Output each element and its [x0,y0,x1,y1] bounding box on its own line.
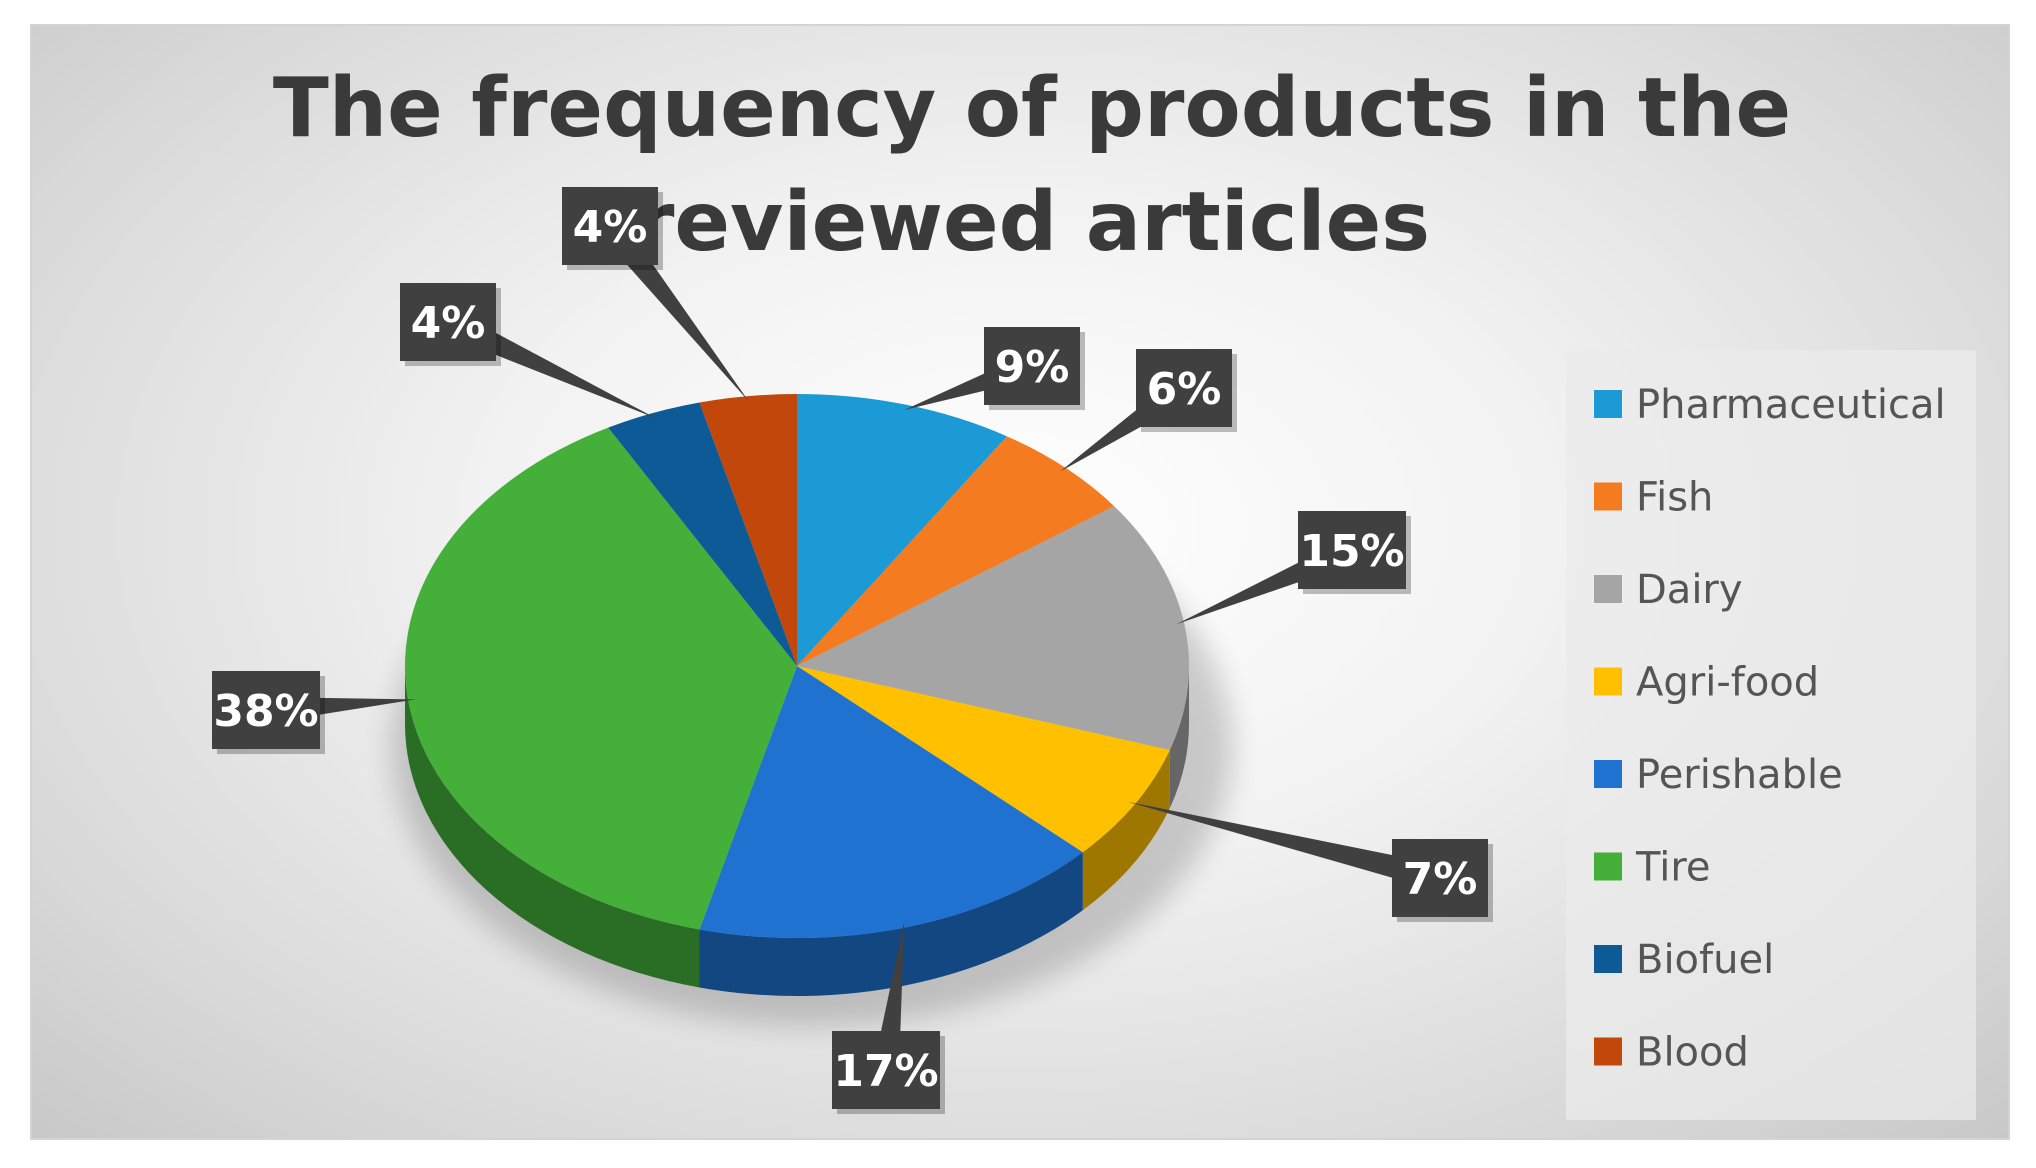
pie-sides [405,666,1189,996]
legend-swatch [1594,667,1622,696]
legend-item-agri-food: Agri-food [1594,660,1819,706]
legend-label: Fish [1636,475,1713,521]
data-label-biofuel: 4% [400,283,656,419]
data-label-box [562,187,658,265]
legend-label: Perishable [1636,752,1843,798]
legend-swatch [1594,390,1622,418]
legend-item-dairy: Dairy [1594,567,1743,613]
slice-perishable [699,666,1083,938]
data-label-perishable: 17% [832,921,945,1114]
legend-item-biofuel: Biofuel [1594,937,1774,983]
legend-label: Dairy [1636,567,1743,613]
pie-chart: The frequency of products in the reviewe… [212,61,1976,1120]
slice-biofuel [608,402,797,666]
legend-item-fish: Fish [1594,475,1713,521]
slice-pharmaceutical [797,394,1008,666]
data-label-box [1392,839,1488,917]
data-label-text: 38% [213,686,318,737]
leader-line [1127,801,1444,891]
slice-fish [797,436,1115,666]
legend-label: Agri-food [1636,660,1819,706]
data-label-box [212,671,320,749]
legend-label: Blood [1636,1030,1749,1076]
legend-swatch [1594,575,1622,603]
data-label-text: 4% [411,298,486,349]
data-label-box [400,283,496,361]
legend-swatch [1594,852,1622,881]
data-label-box [984,327,1080,405]
slice-dairy [797,506,1189,751]
data-label-tire: 38% [212,671,416,754]
legend-item-blood: Blood [1594,1030,1749,1076]
legend-swatch [1594,482,1622,511]
legend: Pharmaceutical Fish Dairy Agri-food Perishab… [1594,382,1946,1076]
data-label-box [832,1031,940,1109]
slice-tire [405,427,797,930]
legend-box [1566,350,1976,1120]
data-label-text: 9% [995,342,1070,393]
legend-item-pharmaceutical: Pharmaceutical [1594,382,1946,428]
data-label-agri-food: 7% [1127,801,1493,922]
legend-swatch [1594,1037,1622,1066]
legend-swatch [1594,945,1622,973]
data-label-text: 6% [1147,364,1222,415]
slice-agri-food [797,666,1170,853]
data-label-blood: 4% [562,187,749,402]
data-label-fish: 6% [1059,349,1237,472]
legend-label: Biofuel [1636,937,1774,983]
pie-slices [405,394,1189,938]
data-label-text: 17% [833,1046,938,1097]
legend-label: Tire [1635,845,1711,891]
slice-side-agri-food [1082,750,1170,911]
data-label-text: 7% [1403,854,1478,905]
chart-title-line-2: reviewed articles [634,175,1430,270]
slice-side-dairy [1169,666,1189,809]
legend-swatch [1594,760,1622,788]
data-label-text: 15% [1299,526,1404,577]
data-label-pharmaceutical: 9% [904,327,1085,411]
chart-title-line-1: The frequency of products in the [273,61,1791,156]
slice-side-perishable [699,852,1083,996]
data-label-text: 4% [573,202,648,253]
legend-item-tire: Tire [1594,845,1711,891]
chart-frame: The frequency of products in the reviewe… [30,24,2010,1140]
legend-label: Pharmaceutical [1636,382,1946,428]
slice-blood [699,394,797,666]
data-label-box [1136,349,1232,427]
data-label-dairy: 15% [1176,511,1411,625]
slice-side-tire [405,666,700,988]
data-label-box [1298,511,1406,589]
data-labels: 9% 6% 15% 7% 17% 38% 4% 4% [212,187,1493,1114]
legend-item-perishable: Perishable [1594,752,1843,798]
